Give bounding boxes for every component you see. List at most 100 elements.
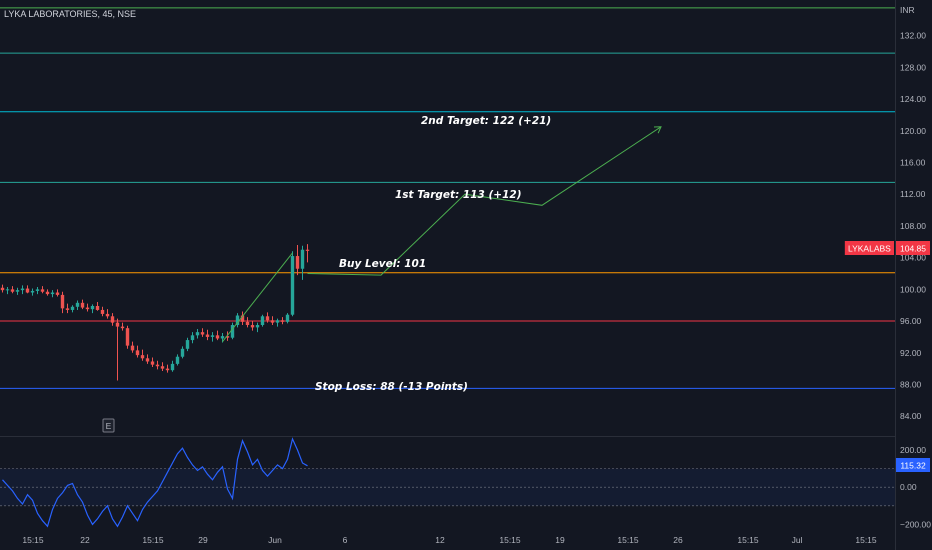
- price-axis-label: 124.00: [900, 94, 926, 104]
- candle-body: [50, 292, 55, 295]
- rsi-axis-label: 0.00: [900, 482, 917, 492]
- last-price-value: 104.85: [900, 244, 926, 254]
- buy-level-label[interactable]: Buy Level: 101: [339, 258, 426, 270]
- price-axis-label: 128.00: [900, 62, 926, 72]
- event-marker-letter: E: [106, 421, 112, 431]
- event-marker-box[interactable]: [102, 418, 115, 433]
- candle-body: [15, 290, 20, 292]
- price-axis-label: 120.00: [900, 126, 926, 136]
- candle-body: [220, 336, 225, 339]
- candlestick-series: [0, 244, 310, 381]
- candle-body: [0, 287, 5, 291]
- candle-body: [195, 332, 200, 336]
- projection-line[interactable]: [307, 126, 662, 276]
- ticker-tag-background: [844, 241, 894, 255]
- price-axis-label: 88.00: [900, 379, 922, 389]
- price-axis-label: 100.00: [900, 284, 926, 294]
- candle-body: [140, 355, 145, 359]
- time-axis-label: 12: [435, 535, 445, 545]
- price-axis-label: 84.00: [900, 411, 922, 421]
- candle-body: [185, 340, 190, 349]
- symbol-title[interactable]: LYKA LABORATORIES, 45, NSE: [4, 9, 136, 19]
- time-axis-label: Jul: [792, 535, 803, 545]
- price-axis-label: 112.00: [900, 189, 926, 199]
- horizontal-levels: [0, 7, 895, 389]
- candle-body: [55, 292, 60, 295]
- last-price-tag: LYKALABS 104.85: [844, 241, 930, 255]
- candle-body: [160, 366, 165, 369]
- candle-body: [295, 256, 300, 269]
- candle-body: [85, 307, 90, 310]
- candle-body: [225, 336, 230, 338]
- candle-body: [130, 345, 135, 351]
- candle-body: [245, 321, 250, 326]
- currency-label: INR: [900, 5, 915, 15]
- candle-body: [270, 320, 275, 323]
- first-target-label[interactable]: 1st Target: 113 (+12): [395, 189, 522, 201]
- candle-body: [300, 249, 305, 269]
- price-axis-label: 108.00: [900, 221, 926, 231]
- time-axis-label: 15:15: [499, 535, 521, 545]
- earnings-event-marker[interactable]: E: [102, 418, 115, 433]
- candle-body: [90, 305, 95, 310]
- price-axis-label: 96.00: [900, 316, 922, 326]
- second-target-label[interactable]: 2nd Target: 122 (+21): [421, 115, 551, 127]
- time-axis-label: 19: [555, 535, 565, 545]
- candle-body: [20, 288, 25, 291]
- time-axis-label: 6: [343, 535, 348, 545]
- time-axis-label: 15:15: [617, 535, 639, 545]
- candle-body: [305, 249, 310, 251]
- candle-body: [275, 320, 280, 323]
- time-axis-label: 29: [198, 535, 208, 545]
- rsi-value-text: 115.32: [900, 461, 926, 471]
- candle-body: [45, 291, 50, 295]
- price-axis-label: 116.00: [900, 158, 926, 168]
- rsi-line[interactable]: [2, 437, 308, 528]
- rsi-axis-label: −200.00: [900, 519, 931, 529]
- candle-body: [210, 335, 215, 337]
- rsi-indicator-pane[interactable]: 200.00 0.00 −200.00: [0, 437, 931, 530]
- candle-body: [290, 256, 295, 315]
- candle-body: [180, 348, 185, 357]
- price-axis[interactable]: 132.00 128.00 124.00 120.00 116.00 112.00 108.…: [900, 31, 926, 422]
- candle-body: [95, 305, 100, 310]
- candle-body: [240, 315, 245, 322]
- candle-body: [165, 368, 170, 371]
- candle-body: [230, 325, 235, 338]
- candle-body: [260, 316, 265, 326]
- candle-body: [205, 334, 210, 337]
- candle-body: [200, 332, 205, 335]
- candle-body: [30, 290, 35, 293]
- candle-body: [135, 350, 140, 356]
- candle-body: [75, 302, 80, 307]
- time-axis-label: 15:15: [22, 535, 44, 545]
- time-axis[interactable]: 15:15 22 15:15 29 Jun 6 12 15:15 19 15:15 26 15:15 J…: [22, 535, 877, 545]
- candle-body: [10, 289, 15, 292]
- rsi-value-background: [896, 458, 930, 472]
- candle-body: [65, 308, 70, 310]
- candle-body: [235, 315, 240, 326]
- trend-line[interactable]: [222, 252, 293, 342]
- candle-body: [285, 314, 290, 322]
- candle-body: [70, 306, 75, 310]
- projection-path: [307, 126, 662, 276]
- stop-loss-label[interactable]: Stop Loss: 88 (-13 Points): [315, 381, 468, 393]
- candle-body: [145, 358, 150, 362]
- price-axis-label: 132.00: [900, 31, 926, 41]
- candle-body: [255, 325, 260, 328]
- candle-body: [5, 289, 10, 291]
- candle-body: [115, 322, 120, 327]
- time-axis-label: 15:15: [142, 535, 164, 545]
- candle-body: [265, 316, 270, 321]
- candle-body: [25, 288, 30, 293]
- candle-body: [110, 316, 115, 323]
- price-axis-label: 92.00: [900, 348, 922, 358]
- candle-body: [125, 328, 130, 346]
- candle-body: [105, 313, 110, 317]
- candle-body: [190, 335, 195, 341]
- candle-body: [280, 320, 285, 322]
- candle-body: [215, 335, 220, 339]
- last-price-background: [896, 241, 930, 255]
